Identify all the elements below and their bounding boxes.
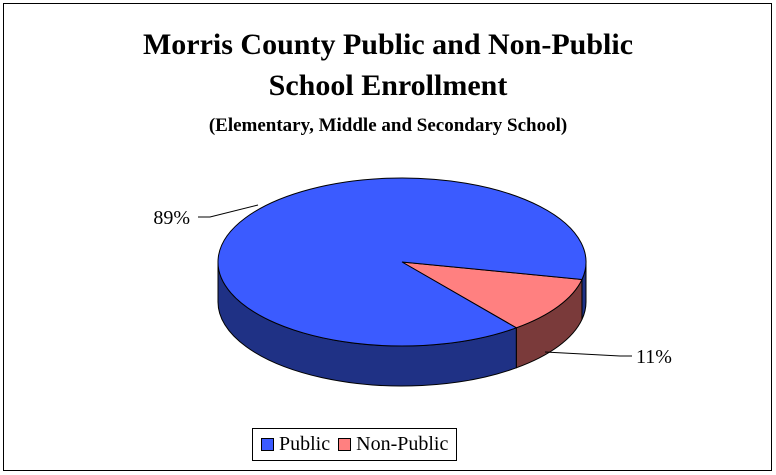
legend-item-public: Public [261,433,330,456]
legend: Public Non-Public [252,428,458,461]
legend-swatch-public [261,438,274,451]
chart-title-line-1: Morris County Public and Non-Public [142,28,634,61]
legend-label-non-public: Non-Public [356,433,449,455]
legend-item-non-public: Non-Public [338,433,448,456]
pie-slice-non-public [401,261,583,329]
leader-line-public [198,204,259,218]
data-label-non-public: 11% [636,346,672,368]
legend-swatch-non-public [338,438,352,451]
legend-label-public: Public [279,433,331,455]
pie-slice-public [217,177,587,347]
chart-subtitle: (Elementary, Middle and Secondary School… [208,115,568,136]
data-label-public: 89% [153,207,190,229]
leader-line-non-public [544,351,632,357]
chart-title-line-2: School Enrollment [268,69,508,102]
